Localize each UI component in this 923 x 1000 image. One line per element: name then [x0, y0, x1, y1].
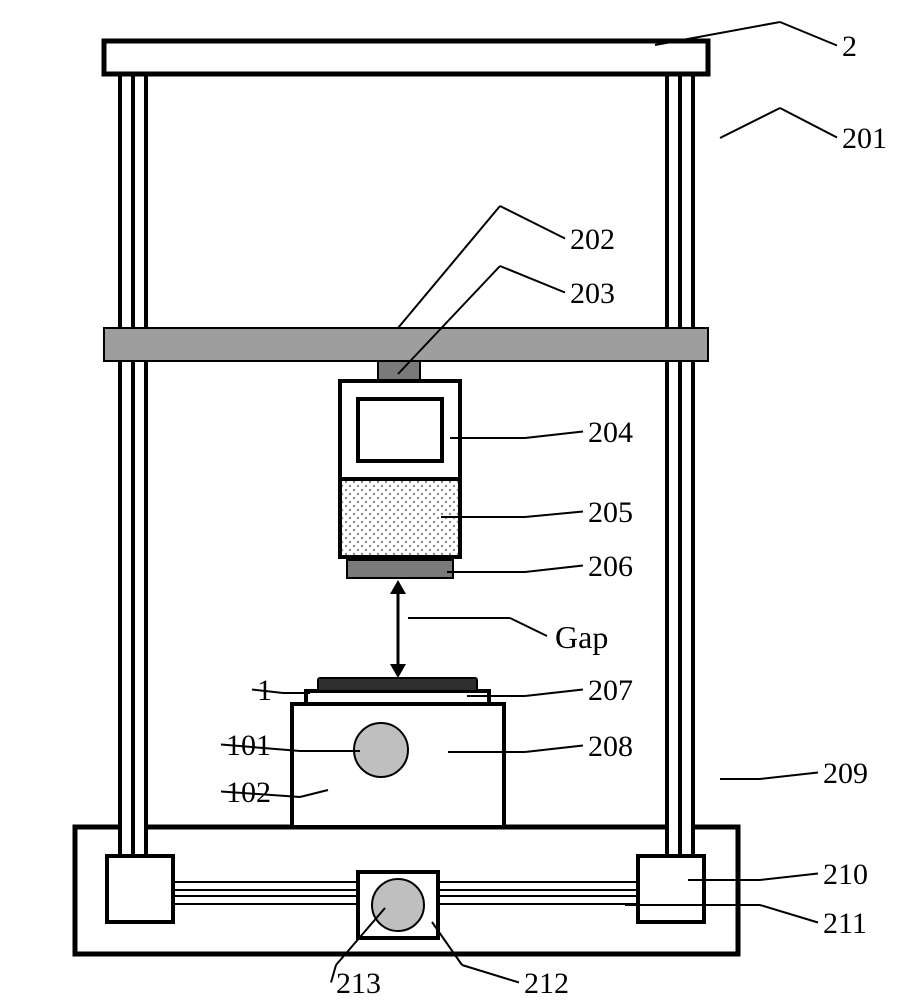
- leader-L202: [398, 206, 500, 328]
- leader-tail-L201: [780, 108, 837, 138]
- label-L102: 102: [226, 776, 271, 809]
- label-L206: 206: [588, 550, 633, 583]
- leader-tail-L205: [525, 512, 583, 518]
- gap-arrow-down: [390, 664, 406, 678]
- label-L201: 201: [842, 122, 887, 155]
- label-L211: 211: [823, 907, 867, 940]
- foot-right: [638, 856, 704, 922]
- leader-tail-L204: [525, 432, 583, 439]
- plate-207: [318, 678, 477, 691]
- label-L213: 213: [336, 967, 381, 1000]
- leader-tail-L202: [500, 206, 565, 239]
- ibeam-fill-l: [342, 383, 356, 477]
- circle-213: [372, 879, 424, 931]
- label-L209: 209: [823, 757, 868, 790]
- gap-arrow-up: [390, 580, 406, 594]
- label-L205: 205: [588, 496, 633, 529]
- leader-tail-L210: [760, 874, 818, 881]
- leader-tail-L206: [525, 566, 583, 573]
- label-L210: 210: [823, 858, 868, 891]
- label-L207: 207: [588, 674, 633, 707]
- block-203: [378, 361, 420, 381]
- label-L212: 212: [524, 967, 569, 1000]
- circle-101: [354, 723, 408, 777]
- label-L208: 208: [588, 730, 633, 763]
- top-bar: [104, 41, 708, 74]
- leader-tail-L2: [780, 22, 837, 46]
- tray-208: [306, 691, 489, 704]
- label-L204: 204: [588, 416, 633, 449]
- leader-tail-L207: [525, 690, 583, 697]
- leader-tail-L212: [462, 965, 519, 983]
- foot-left: [107, 856, 173, 922]
- leader-L2: [655, 22, 780, 45]
- label-Gap: Gap: [555, 619, 608, 655]
- leader-tail-Gap: [510, 618, 547, 636]
- leader-tail-L211: [760, 905, 818, 923]
- leader-tail-L208: [525, 746, 583, 753]
- label-L203: 203: [570, 277, 615, 310]
- leader-tail-L209: [760, 773, 818, 780]
- leader-L201: [720, 108, 780, 138]
- block-206: [347, 560, 453, 578]
- label-L2: 2: [842, 30, 857, 63]
- label-L101: 101: [226, 729, 271, 762]
- ibeam-fill-r: [444, 383, 458, 477]
- column-inner-left: [133, 41, 146, 856]
- ibeam-top: [340, 381, 460, 399]
- column-inner-right: [667, 41, 680, 856]
- label-L202: 202: [570, 223, 615, 256]
- ibeam-bottom: [340, 461, 460, 479]
- crossbar-202: [104, 328, 708, 361]
- leader-tail-L203: [500, 266, 565, 293]
- label-L1: 1: [257, 674, 272, 707]
